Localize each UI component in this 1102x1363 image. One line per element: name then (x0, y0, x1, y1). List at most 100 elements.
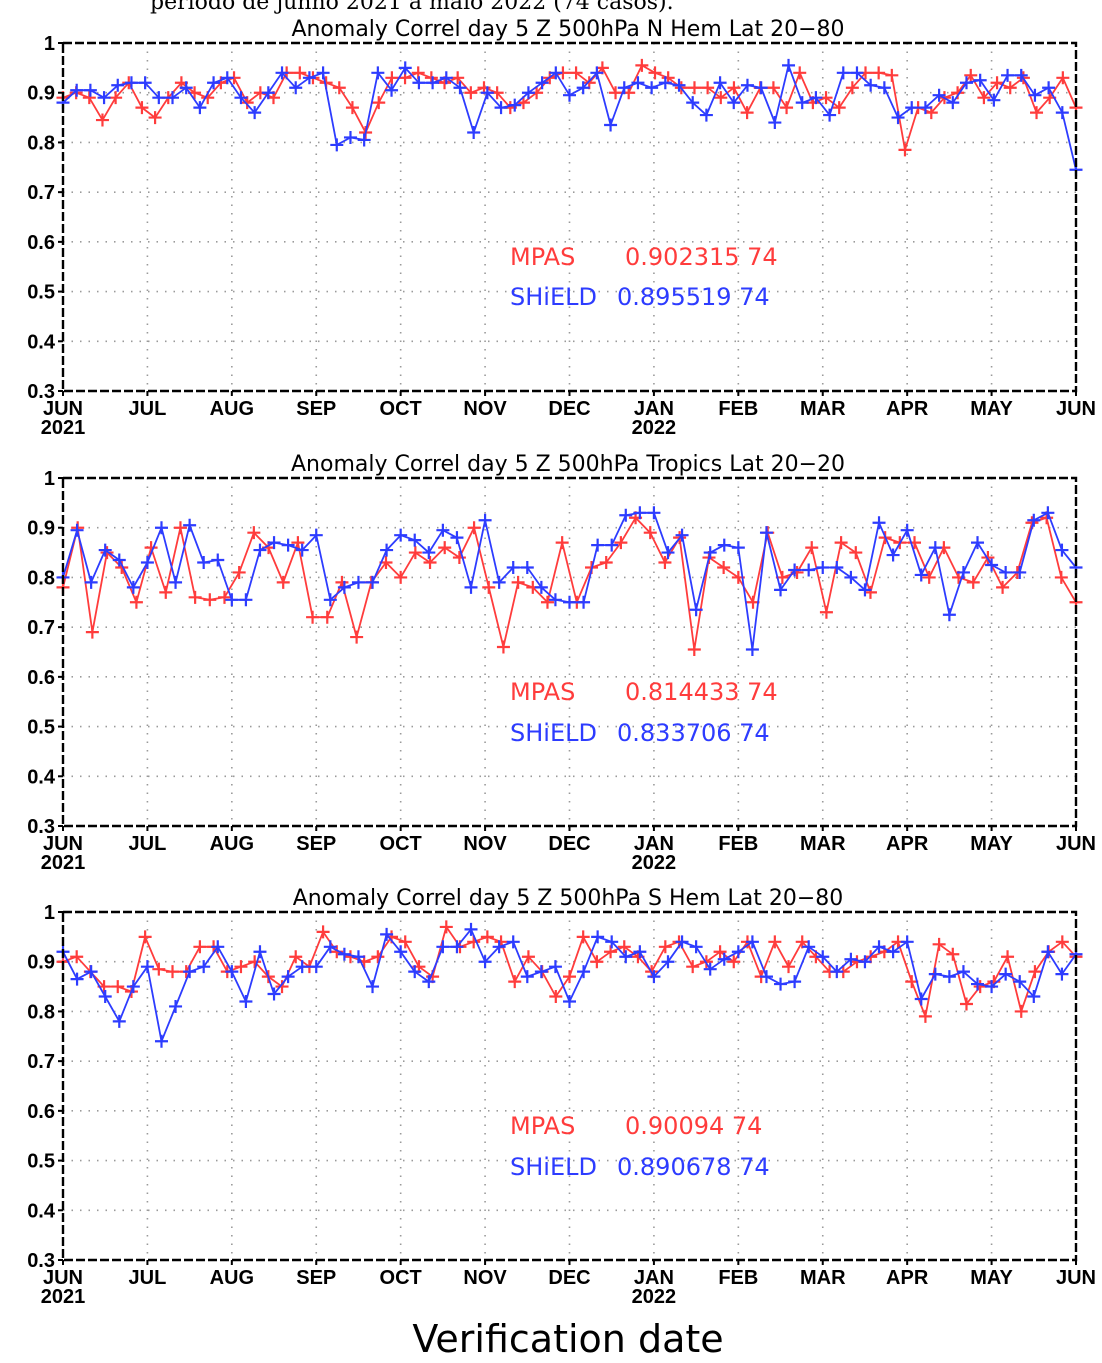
data-point-shield (351, 575, 365, 589)
data-point-mpas (451, 71, 465, 85)
plot-frame (61, 910, 1078, 1262)
data-point-shield (985, 558, 999, 572)
data-point-mpas (111, 980, 125, 994)
data-point-shield (844, 570, 858, 584)
data-point-mpas (148, 111, 162, 125)
data-point-shield (380, 927, 394, 941)
data-point-mpas (129, 595, 143, 609)
data-point-mpas (166, 965, 180, 979)
data-point-shield (169, 575, 183, 589)
data-point-shield (809, 91, 823, 105)
data-point-mpas (727, 81, 741, 95)
data-point-shield (774, 977, 788, 991)
data-point-shield (295, 543, 309, 557)
data-point-shield (633, 506, 647, 520)
y-tick-label: 0.4 (27, 1200, 56, 1222)
data-point-shield (351, 950, 365, 964)
data-point-mpas (394, 570, 408, 584)
x-tick-label: JAN (634, 833, 674, 855)
data-point-shield (253, 543, 267, 557)
data-point-mpas (439, 920, 453, 934)
legend-value-shield: 0.895519 74 (617, 283, 770, 311)
data-point-mpas (964, 68, 978, 82)
x-tick-label: FEB (718, 398, 758, 420)
data-point-shield (193, 101, 207, 115)
data-point-shield (914, 992, 928, 1006)
data-point-shield (152, 91, 166, 105)
x-tick-label: MAY (970, 1267, 1013, 1289)
data-point-mpas (385, 71, 399, 85)
data-point-shield (942, 970, 956, 984)
data-point-mpas (521, 950, 535, 964)
data-point-shield (281, 538, 295, 552)
data-point-mpas (95, 113, 109, 127)
x-tick-label: OCT (380, 833, 422, 855)
data-point-shield (183, 518, 197, 532)
data-point-shield (309, 960, 323, 974)
data-point-mpas (306, 610, 320, 624)
data-point-shield (563, 88, 576, 102)
data-point-shield (267, 987, 281, 1001)
data-point-mpas (687, 81, 701, 95)
data-point-mpas (496, 640, 510, 654)
data-point-mpas (714, 91, 728, 105)
data-point-shield (534, 965, 548, 979)
year-label: 2021 (41, 417, 86, 439)
data-point-shield (633, 945, 647, 959)
x-tick-label: MAY (970, 398, 1013, 420)
chart-panel-3: Anomaly Correl day 5 Z 500hPa S Hem Lat … (27, 886, 1096, 1308)
data-point-mpas (232, 565, 246, 579)
data-point-shield (166, 91, 180, 105)
data-point-shield (689, 940, 703, 954)
legend-name-shield: SHiELD (510, 719, 597, 747)
data-point-shield (111, 78, 125, 92)
data-point-shield (577, 595, 591, 609)
data-point-shield (124, 76, 138, 90)
data-point-shield (450, 940, 464, 954)
data-point-shield (534, 580, 548, 594)
series-line-mpas (62, 516, 1077, 651)
data-point-mpas (959, 997, 973, 1011)
data-point-shield (330, 138, 344, 152)
data-point-shield (1014, 68, 1028, 82)
data-point-shield (154, 521, 168, 535)
data-point-shield (576, 81, 590, 95)
year-label: 2021 (41, 1286, 86, 1308)
data-point-shield (717, 952, 731, 966)
data-point-shield (1041, 945, 1055, 959)
x-tick-label: JUN (1056, 833, 1096, 855)
data-point-shield (782, 58, 796, 72)
data-point-mpas (717, 560, 731, 574)
y-tick-label: 0.8 (27, 1001, 55, 1023)
data-point-shield (408, 965, 422, 979)
x-tick-label: JUL (129, 1267, 167, 1289)
legend-value-mpas: 0.814433 74 (625, 678, 778, 706)
data-point-shield (768, 116, 782, 130)
data-point-mpas (687, 643, 701, 657)
data-point-shield (197, 960, 211, 974)
data-point-shield (686, 96, 700, 110)
legend-name-mpas: MPAS (510, 678, 575, 706)
data-point-shield (959, 76, 973, 90)
data-point-mpas (617, 940, 631, 954)
y-tick-label: 1 (44, 468, 55, 490)
data-point-shield (661, 546, 675, 560)
data-point-shield (590, 66, 604, 80)
chart-title: Anomaly Correl day 5 Z 500hPa N Hem Lat … (291, 17, 844, 42)
x-tick-label: MAY (970, 833, 1013, 855)
data-point-mpas (819, 605, 833, 619)
data-point-shield (225, 593, 239, 607)
data-point-mpas (1014, 1004, 1028, 1018)
data-point-shield (126, 980, 140, 994)
data-point-shield (169, 999, 183, 1013)
data-point-shield (211, 940, 225, 954)
x-tick-label: JUL (129, 833, 167, 855)
data-point-shield (956, 565, 970, 579)
data-point-shield (619, 508, 633, 522)
data-point-mpas (203, 593, 217, 607)
data-point-mpas (686, 960, 700, 974)
x-axis-label: Verification date (412, 1317, 723, 1361)
x-tick-label: AUG (210, 398, 254, 420)
y-tick-label: 0.7 (27, 617, 55, 639)
data-point-shield (703, 962, 717, 976)
